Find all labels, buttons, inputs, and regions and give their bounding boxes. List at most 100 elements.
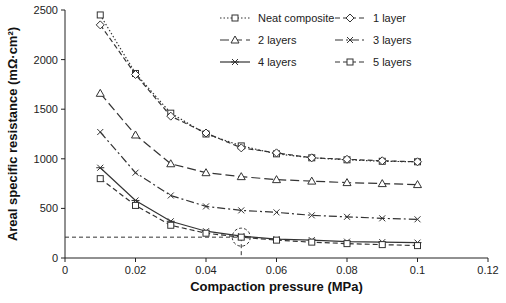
data-point bbox=[237, 144, 245, 152]
data-point bbox=[343, 155, 351, 163]
data-point bbox=[97, 12, 103, 18]
legend-label: 4 layers bbox=[258, 56, 297, 68]
data-point bbox=[96, 89, 104, 96]
data-point bbox=[415, 243, 421, 249]
legend-label: 5 layers bbox=[373, 56, 412, 68]
x-tick bbox=[347, 258, 348, 262]
plot-area bbox=[65, 12, 422, 258]
series-line bbox=[100, 132, 417, 219]
y-axis-label: Areal specific resistance (mΩ·cm²) bbox=[5, 27, 20, 241]
data-point bbox=[202, 169, 210, 176]
y-tick-label: 0 bbox=[52, 252, 58, 264]
data-point bbox=[238, 234, 244, 240]
series-line bbox=[100, 25, 417, 162]
legend-label: Neat composite bbox=[258, 12, 334, 24]
legend-marker bbox=[231, 59, 239, 65]
x-tick-label: 0.06 bbox=[266, 264, 287, 276]
data-point bbox=[378, 157, 386, 165]
x-tick bbox=[65, 258, 66, 262]
x-tick bbox=[206, 258, 207, 262]
y-tick-label: 1000 bbox=[34, 153, 58, 165]
data-point bbox=[344, 214, 350, 220]
data-point bbox=[308, 177, 316, 184]
data-point bbox=[379, 242, 385, 248]
data-point bbox=[237, 173, 245, 180]
data-point bbox=[414, 158, 422, 166]
x-tick bbox=[488, 258, 489, 262]
data-point bbox=[133, 170, 139, 176]
data-point bbox=[379, 215, 385, 221]
data-point bbox=[167, 160, 175, 167]
data-point bbox=[97, 129, 103, 135]
y-tick bbox=[61, 208, 65, 209]
chart: 0500100015002000250000.020.040.060.080.1… bbox=[0, 0, 506, 303]
reference-line bbox=[65, 237, 241, 238]
series bbox=[97, 176, 420, 249]
x-tick bbox=[135, 258, 136, 262]
x-tick-label: 0.08 bbox=[336, 264, 357, 276]
x-tick-label: 0 bbox=[62, 264, 68, 276]
legend-marker bbox=[347, 59, 353, 65]
y-tick-label: 1500 bbox=[34, 103, 58, 115]
data-point bbox=[202, 129, 210, 137]
legend-marker bbox=[347, 37, 353, 43]
data-point bbox=[309, 239, 315, 245]
data-point bbox=[415, 159, 421, 165]
legend-marker bbox=[231, 36, 239, 43]
data-point bbox=[132, 131, 140, 138]
legend-marker bbox=[232, 15, 238, 21]
data-point bbox=[415, 216, 421, 222]
series bbox=[97, 129, 420, 222]
data-point bbox=[343, 179, 351, 186]
data-point bbox=[203, 230, 209, 236]
y-tick bbox=[61, 59, 65, 60]
data-point bbox=[308, 154, 316, 162]
data-point bbox=[378, 180, 386, 187]
y-tick bbox=[61, 10, 65, 11]
y-tick bbox=[61, 109, 65, 110]
y-tick-label: 500 bbox=[40, 202, 58, 214]
data-point bbox=[133, 202, 139, 208]
data-point bbox=[273, 149, 281, 157]
data-point bbox=[168, 193, 174, 199]
data-point bbox=[274, 209, 280, 215]
data-point bbox=[274, 237, 280, 243]
x-tick-label: 0.04 bbox=[195, 264, 216, 276]
x-tick-label: 0.12 bbox=[477, 264, 498, 276]
y-tick bbox=[61, 158, 65, 159]
data-point bbox=[167, 112, 175, 120]
data-point bbox=[309, 212, 315, 218]
series bbox=[97, 12, 420, 165]
data-point bbox=[132, 70, 140, 78]
series-line bbox=[100, 168, 417, 243]
legend-label: 1 layer bbox=[373, 12, 406, 24]
data-point bbox=[203, 203, 209, 209]
data-point bbox=[237, 233, 245, 239]
legend-label: 3 layers bbox=[373, 34, 412, 46]
series-line bbox=[100, 179, 417, 246]
series-line bbox=[100, 15, 417, 162]
data-point bbox=[168, 222, 174, 228]
data-point bbox=[238, 207, 244, 213]
x-tick-label: 0.02 bbox=[125, 264, 146, 276]
y-tick bbox=[61, 258, 65, 259]
x-axis-label: Compaction pressure (MPa) bbox=[190, 279, 363, 294]
legend-label: 2 layers bbox=[258, 34, 297, 46]
data-point bbox=[273, 236, 281, 242]
data-point bbox=[414, 181, 422, 188]
series bbox=[96, 21, 421, 166]
data-point bbox=[344, 241, 350, 247]
data-point bbox=[273, 176, 281, 183]
legend-marker bbox=[346, 14, 354, 22]
y-tick-label: 2000 bbox=[34, 54, 58, 66]
x-tick bbox=[276, 258, 277, 262]
data-point bbox=[97, 176, 103, 182]
y-axis bbox=[65, 10, 66, 258]
x-tick-label: 0.1 bbox=[410, 264, 425, 276]
data-point bbox=[96, 21, 104, 29]
x-tick bbox=[417, 258, 418, 262]
data-point bbox=[309, 155, 315, 161]
series bbox=[96, 165, 421, 246]
series bbox=[96, 89, 421, 187]
data-point bbox=[96, 165, 104, 171]
